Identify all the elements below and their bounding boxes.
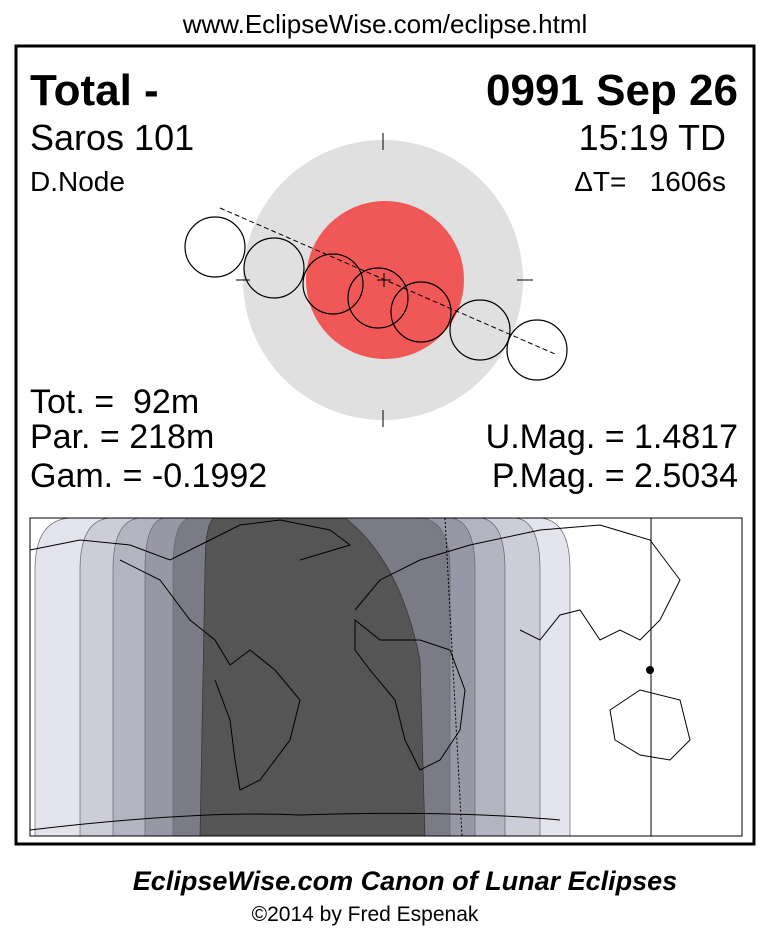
coastline — [119, 559, 301, 791]
moon — [302, 253, 364, 315]
footer-credit: ©2014 by Fred Espenak — [252, 903, 479, 926]
moon — [347, 267, 409, 329]
partial: Par. = 218m — [30, 418, 214, 456]
coastline — [29, 519, 352, 561]
footer-title: EclipseWise.com Canon of Lunar Eclipses — [133, 866, 677, 896]
delta-t: ΔT= 1606s — [574, 166, 726, 197]
map-frame — [29, 517, 743, 837]
eclipse-diagram — [184, 133, 568, 427]
moon — [184, 216, 246, 278]
moon — [390, 281, 452, 343]
coastline — [354, 618, 466, 771]
moon — [449, 299, 511, 361]
coastline — [354, 524, 681, 641]
coastline — [609, 689, 691, 761]
visibility-map — [29, 517, 743, 837]
coastline — [29, 812, 561, 831]
subsolar-point — [646, 666, 654, 674]
gamma: Gam. = -0.1992 — [30, 457, 267, 495]
penumbral-magnitude: P.Mag. = 2.5034 — [492, 457, 738, 495]
coastlines — [29, 519, 691, 831]
moon-path — [219, 207, 556, 355]
moon-positions — [184, 216, 568, 381]
totality: Tot. = 92m — [30, 383, 199, 421]
eclipse-date: 0991 Sep 26 — [486, 66, 738, 115]
moon — [506, 319, 568, 381]
umbral-magnitude: U.Mag. = 1.4817 — [486, 418, 738, 456]
node: D.Node — [30, 166, 125, 197]
moon — [243, 237, 305, 299]
totality-zone — [199, 517, 426, 837]
eclipse-type: Total - — [30, 66, 159, 115]
terminator — [444, 517, 463, 837]
saros: Saros 101 — [30, 117, 194, 158]
time: 15:19 TD — [579, 117, 726, 158]
url: www.EclipseWise.com/eclipse.html — [182, 9, 588, 39]
